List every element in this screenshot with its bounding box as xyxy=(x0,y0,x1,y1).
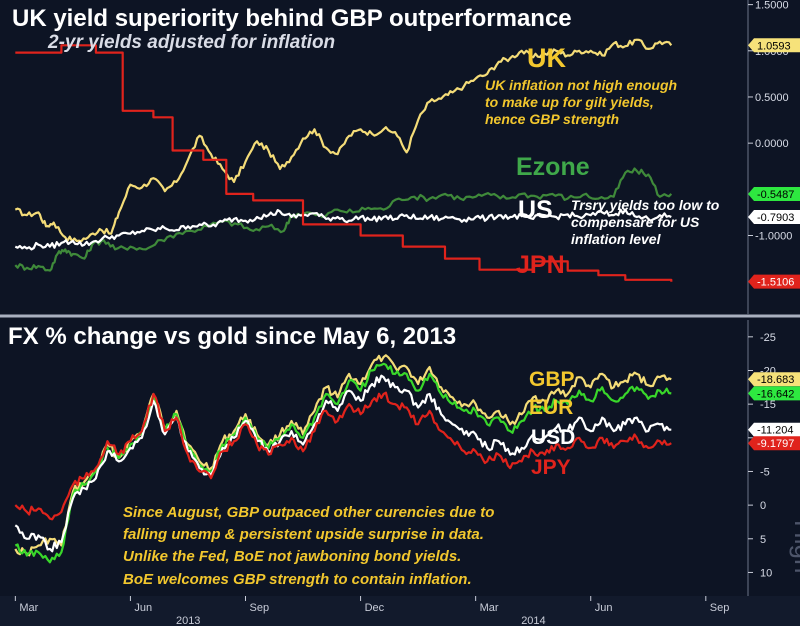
uk-annotation: UK inflation not high enough to make up … xyxy=(485,77,677,127)
series-label-eur: EUR xyxy=(529,396,573,419)
x-tick-label: Jun xyxy=(134,602,152,614)
x-axis-band xyxy=(0,596,800,626)
x-axis: Mar Jun Sep Dec Mar Jun Sep 2013 2014 xyxy=(14,596,730,626)
fx-annotation-line: Since August, GBP outpaced other curenci… xyxy=(123,504,494,521)
y-tick-label: 10 xyxy=(760,567,772,579)
series-line-us xyxy=(14,208,672,251)
y-tick-label: 0.0000 xyxy=(755,138,789,150)
top-chart-title: UK yield superiority behind GBP outperfo… xyxy=(12,5,572,32)
bottom-chart-title: FX % change vs gold since May 6, 2013 xyxy=(8,323,456,350)
us-annotation: Trsry yields too low to compensare for U… xyxy=(571,197,720,247)
last-value-text-jpy: -9.1797 xyxy=(757,438,794,450)
last-value-flag-us xyxy=(748,210,800,225)
series-line-uk xyxy=(14,38,673,243)
y-tick-label: -25 xyxy=(760,332,776,344)
y-tick-label: -15 xyxy=(760,399,776,411)
series-label-uk: UK xyxy=(527,43,566,73)
series-label-jpy: JPY xyxy=(531,456,571,479)
series-label-jpn: JPN xyxy=(516,251,565,279)
x-tick-label: Jun xyxy=(595,602,613,614)
us-annotation-line: inflation level xyxy=(571,231,662,247)
x-year-label: 2014 xyxy=(521,615,545,626)
series-line-ezone xyxy=(14,167,673,272)
last-value-flag-gbp xyxy=(748,372,800,387)
top-panel-bg xyxy=(0,0,748,314)
last-value-flag-usd xyxy=(748,422,800,437)
last-value-flags: 1.0593 -0.5487 -0.7903 -1.5106 -18.683 -16.64… xyxy=(748,38,800,451)
uk-annotation-line: UK inflation not high enough xyxy=(485,77,677,93)
y-tick-label: 0.5000 xyxy=(755,92,789,104)
x-tick-label: Mar xyxy=(480,602,499,614)
us-annotation-line: Trsry yields too low to xyxy=(571,197,720,213)
last-value-flag-jpy xyxy=(748,436,800,451)
last-value-text-ezone: -0.5487 xyxy=(757,189,794,201)
watermark-text: High xyxy=(789,520,800,573)
x-tick-label: Mar xyxy=(19,602,38,614)
top-chart-series xyxy=(14,38,673,282)
series-label-gbp: GBP xyxy=(529,368,575,391)
top-chart-subtitle: 2-yr yields adjusted for inflation xyxy=(47,32,335,53)
fx-annotation-line: falling unemp & persistent upside surpri… xyxy=(123,526,484,543)
last-value-text-usd: -11.204 xyxy=(757,425,794,437)
last-value-text-jpn: -1.5106 xyxy=(757,277,794,289)
fx-annotation-line: BoE welcomes GBP strength to contain inf… xyxy=(123,571,472,588)
series-label-us: US xyxy=(518,196,553,224)
bottom-chart-series xyxy=(14,354,672,564)
y-tick-label: -1.0000 xyxy=(755,231,792,243)
y-tick-label: -5 xyxy=(760,466,770,478)
y-tick-label: 1.5000 xyxy=(755,0,789,12)
last-value-text-gbp: -18.683 xyxy=(757,374,794,386)
series-label-usd: USD xyxy=(531,426,575,449)
y-tick-label: 0 xyxy=(760,500,766,512)
uk-annotation-line: hence GBP strength xyxy=(485,111,619,127)
series-line-jpn xyxy=(15,44,673,282)
x-tick-label: Dec xyxy=(365,602,385,614)
y-tick-label: 5 xyxy=(760,534,766,546)
fx-annotation-line: Unlike the Fed, BoE not jawboning bond y… xyxy=(123,548,461,565)
last-value-text-uk: 1.0593 xyxy=(757,40,791,52)
last-value-text-us: -0.7903 xyxy=(757,212,794,224)
last-value-text-eur: -16.642 xyxy=(757,388,794,400)
uk-annotation-line: to make up for gilt yields, xyxy=(485,94,654,110)
x-year-label: 2013 xyxy=(176,615,200,626)
last-value-flag-ezone xyxy=(748,186,800,201)
series-label-ezone: Ezone xyxy=(516,153,590,181)
us-annotation-line: compensare for US xyxy=(571,214,700,230)
last-value-flag-uk xyxy=(748,38,800,53)
fx-annotation: Since August, GBP outpaced other curenci… xyxy=(123,504,494,588)
x-tick-label: Sep xyxy=(710,602,730,614)
x-tick-label: Sep xyxy=(249,602,269,614)
series-line-jpy xyxy=(14,391,672,521)
series-line-usd xyxy=(14,374,672,553)
last-value-flag-eur xyxy=(748,386,800,401)
last-value-flag-jpn xyxy=(748,274,800,289)
